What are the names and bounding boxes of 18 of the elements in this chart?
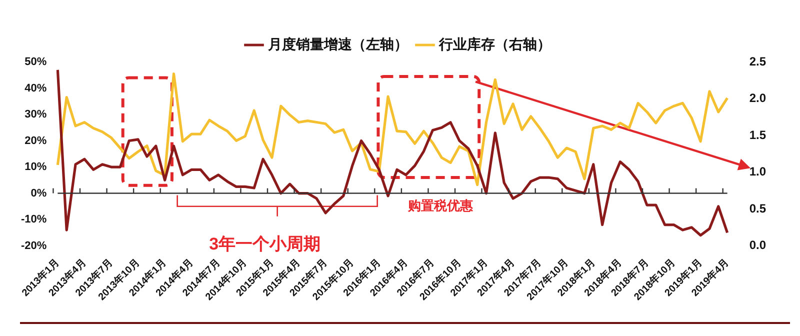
y2-tick-label: 1.0 xyxy=(749,164,766,179)
y2-tick-label: 2.5 xyxy=(749,54,766,68)
y-tick-label: 10% xyxy=(24,161,47,174)
y-tick-label: 50% xyxy=(24,56,47,68)
y-tick-label: 40% xyxy=(24,82,47,94)
y2-tick-label: 0.0 xyxy=(749,238,766,252)
y2-tick-label: 2.0 xyxy=(749,91,766,106)
annotation: 购置税优惠 xyxy=(408,197,474,216)
y-tick-label: 20% xyxy=(24,134,47,147)
annotation: 3年一个小周期 xyxy=(209,234,321,256)
y-tick-label: -10% xyxy=(20,214,47,226)
legend-label: 行业库存（右轴） xyxy=(438,36,551,52)
legend-label: 月度销量增速（左轴） xyxy=(267,36,408,52)
y-tick-label: 0% xyxy=(30,187,47,200)
y-tick-label: 30% xyxy=(24,108,47,121)
y2-tick-label: 1.5 xyxy=(749,128,766,142)
y2-tick-label: 0.5 xyxy=(749,201,766,216)
y-tick-label: -20% xyxy=(20,240,47,252)
